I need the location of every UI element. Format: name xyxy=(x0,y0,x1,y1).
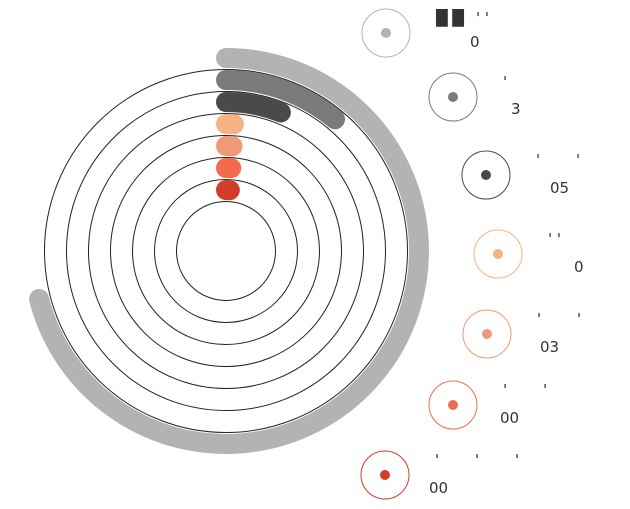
legend-fragment: ' xyxy=(475,451,479,469)
legend-fragment: ' xyxy=(577,310,581,328)
legend-label: 3 xyxy=(511,100,521,118)
ring-outline xyxy=(132,157,320,345)
legend-fragment: ' xyxy=(435,451,439,469)
legend-fragment: ' xyxy=(515,451,519,469)
legend-fragment: ' xyxy=(543,381,547,399)
legend-fragment: █ █ xyxy=(435,8,464,27)
legend: 0█ █ ' '3'05' '0' '03' '00' '00' ' ' xyxy=(360,8,584,500)
radial-bar xyxy=(216,92,291,123)
ring-outline xyxy=(176,201,276,301)
legend-fragment: ' xyxy=(537,310,541,328)
radial-bar xyxy=(216,70,345,130)
legend-dot xyxy=(380,470,390,480)
legend-fragment: ' xyxy=(503,381,507,399)
ring-outline xyxy=(88,113,364,389)
legend-label: 0 xyxy=(470,33,480,51)
legend-dot xyxy=(448,92,458,102)
ring-outline xyxy=(44,69,408,433)
legend-label: 00 xyxy=(429,479,448,497)
legend-label: 03 xyxy=(540,338,559,356)
legend-fragment: ' ' xyxy=(476,9,489,27)
legend-dot xyxy=(448,400,458,410)
radial-bars xyxy=(29,48,429,454)
legend-dot xyxy=(481,170,491,180)
legend-dot xyxy=(381,28,391,38)
legend-label: 0 xyxy=(574,258,584,276)
legend-dot xyxy=(482,329,492,339)
legend-label: 05 xyxy=(550,179,569,197)
ring-outlines xyxy=(44,69,408,433)
legend-fragment: ' ' xyxy=(548,230,561,248)
legend-fragment: ' xyxy=(576,151,580,169)
legend-fragment: ' xyxy=(536,151,540,169)
ring-outline xyxy=(154,179,298,323)
radial-bar xyxy=(29,48,429,454)
legend-fragment: ' xyxy=(503,73,507,91)
ring-outline xyxy=(110,135,342,367)
ring-outline xyxy=(66,91,386,411)
legend-dot xyxy=(493,249,503,259)
legend-label: 00 xyxy=(500,409,519,427)
